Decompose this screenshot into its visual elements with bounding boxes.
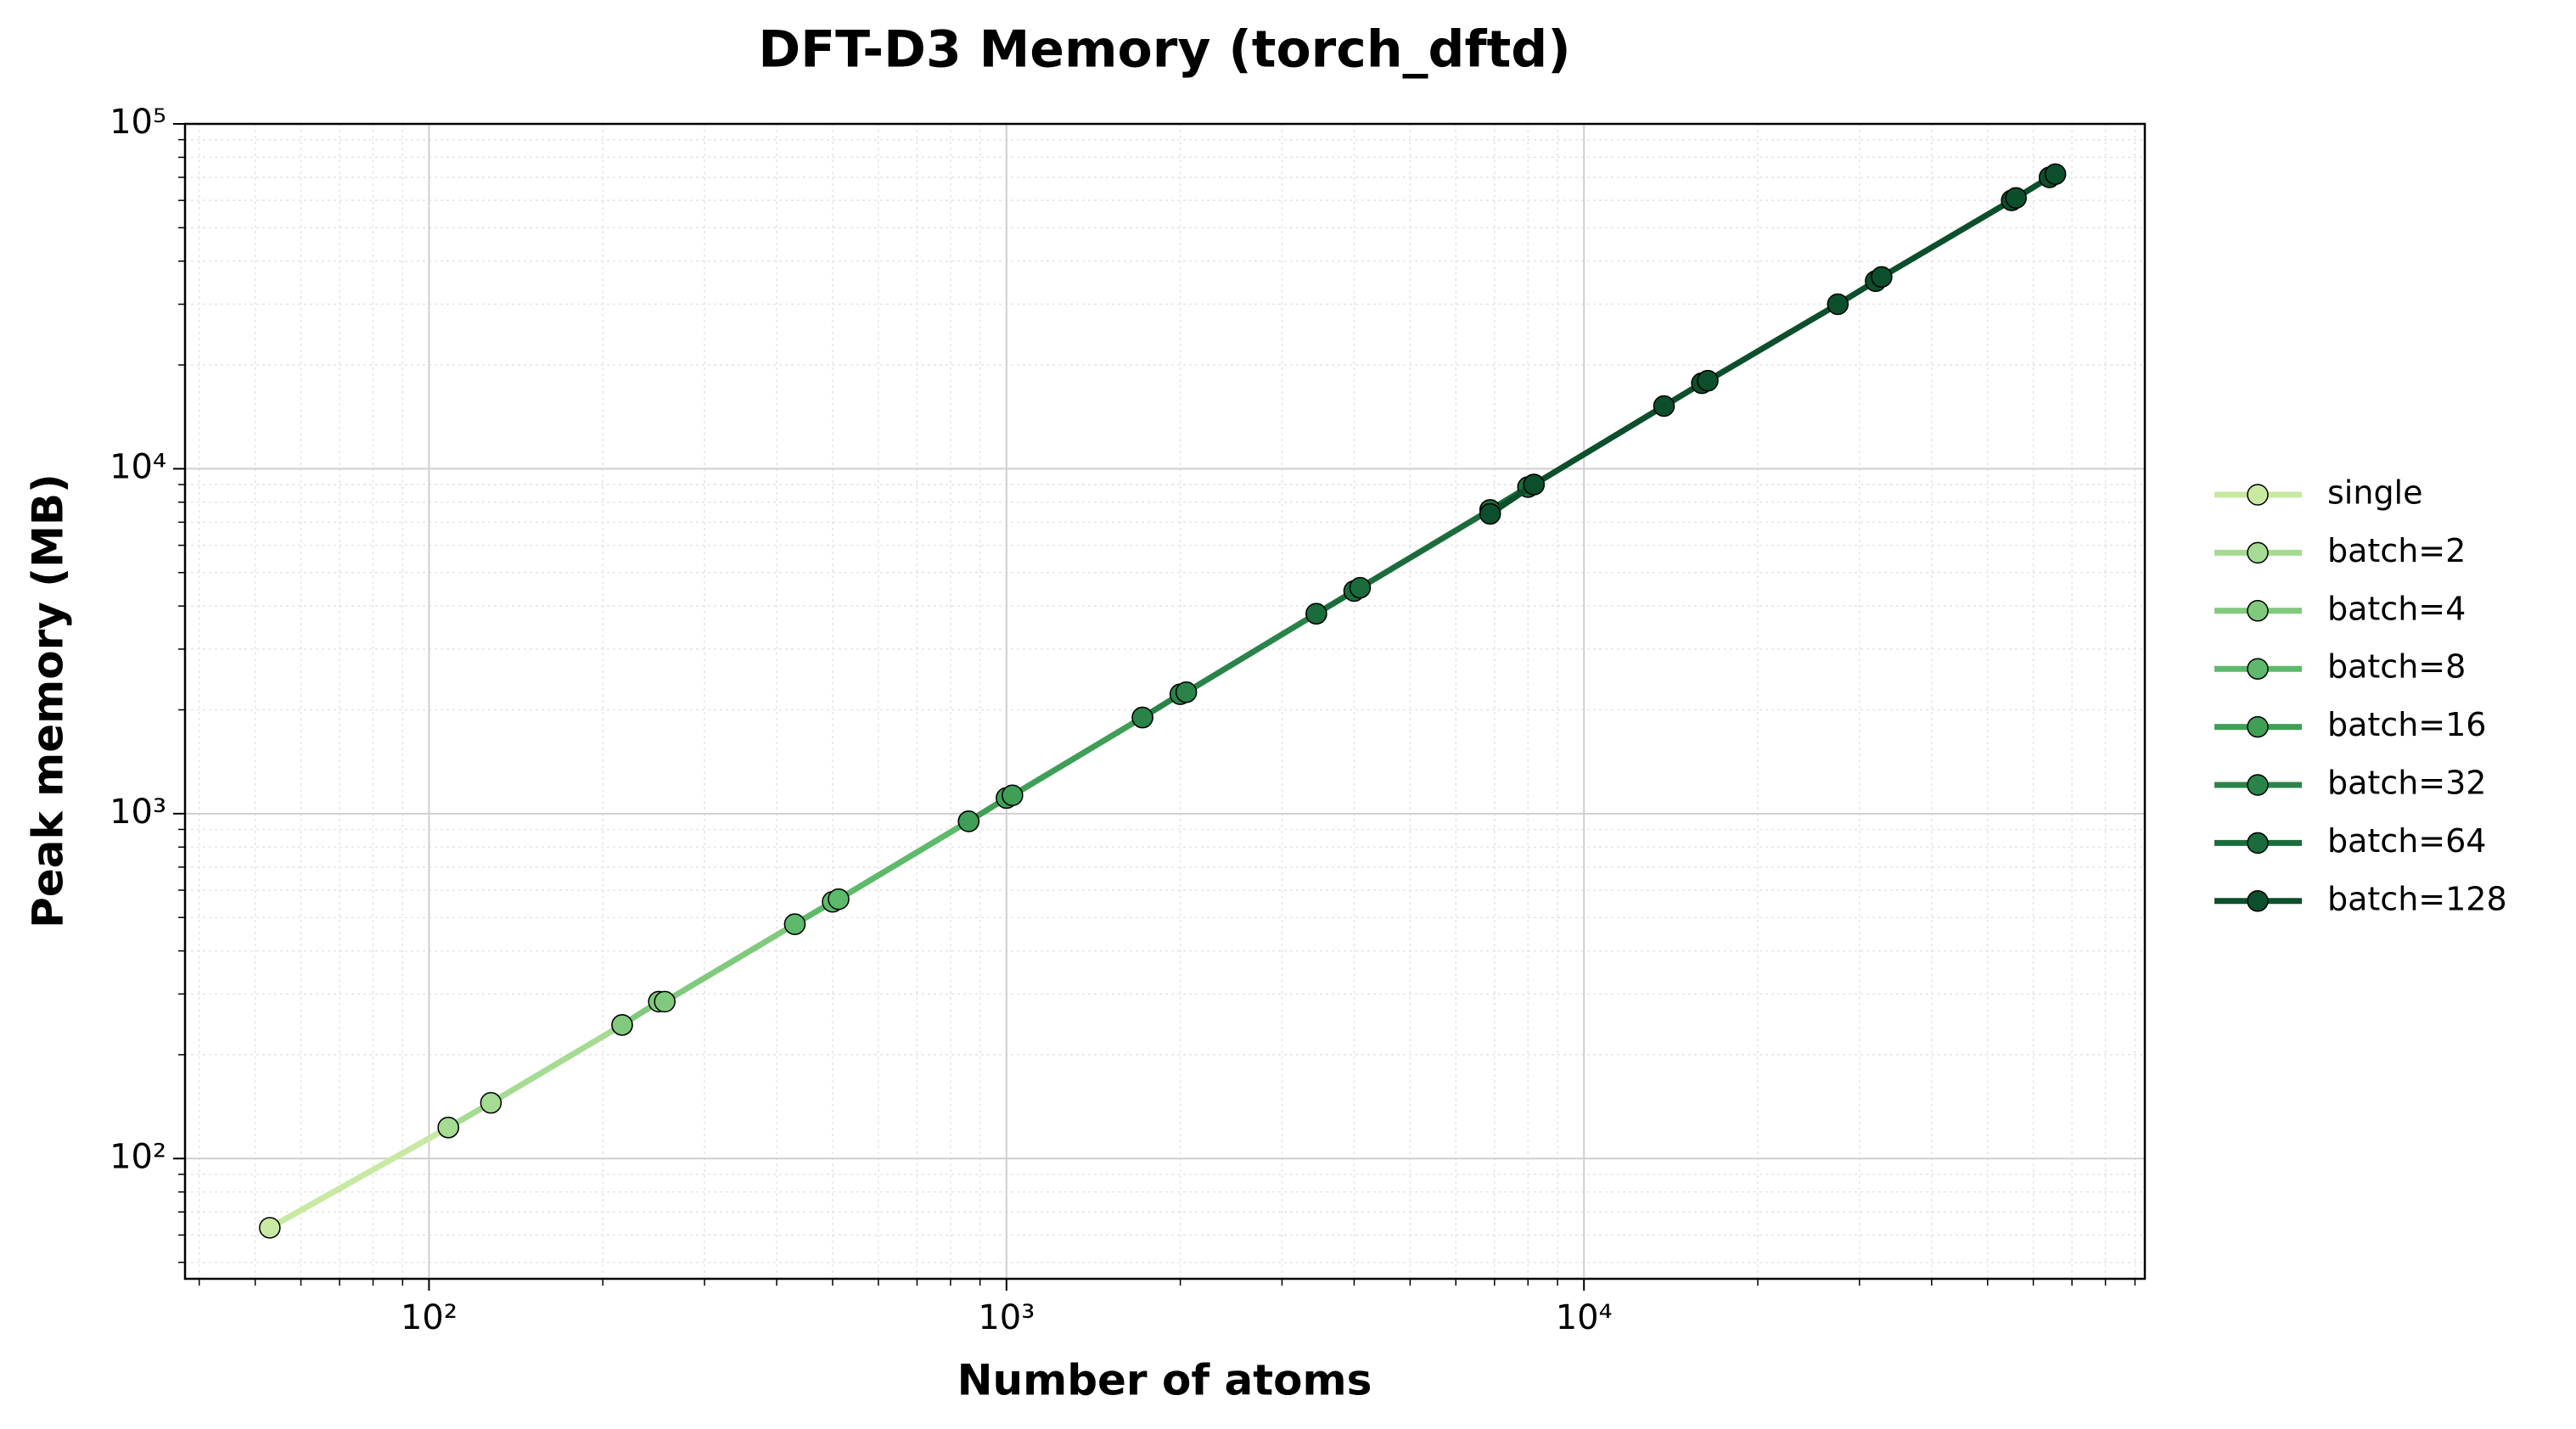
data-point (1479, 502, 1501, 525)
x-tick-label: 10⁴ (1556, 1298, 1613, 1337)
y-tick-label: 10⁴ (109, 447, 166, 486)
data-point (1175, 681, 1198, 703)
legend-label: batch=2 (2327, 532, 2466, 569)
y-axis-label: Peak memory (MB) (24, 474, 73, 928)
x-tick-label: 10² (401, 1298, 457, 1337)
chart-title: DFT-D3 Memory (torch_dftd) (758, 20, 1570, 80)
data-point (1305, 602, 1327, 625)
data-point (654, 990, 676, 1013)
legend-label: batch=16 (2327, 706, 2486, 743)
legend-marker (2247, 832, 2269, 855)
legend-marker (2247, 715, 2269, 738)
data-point (611, 1014, 633, 1036)
data-point (2005, 187, 2027, 209)
plot-frame (183, 122, 2147, 1280)
legend-marker (2247, 774, 2269, 796)
legend-marker (2247, 600, 2269, 622)
legend-label: batch=128 (2327, 880, 2507, 917)
data-point (1653, 395, 1675, 417)
legend-label: batch=32 (2327, 765, 2486, 802)
y-tick-label: 10² (109, 1137, 166, 1176)
x-tick-label: 10³ (978, 1298, 1035, 1337)
data-point (480, 1091, 502, 1114)
legend-marker (2247, 541, 2269, 564)
data-point (259, 1217, 281, 1239)
legend-marker (2247, 890, 2269, 912)
data-point (957, 810, 980, 832)
data-point (1827, 293, 1849, 316)
legend-label: batch=64 (2327, 822, 2486, 860)
data-point (437, 1116, 459, 1139)
data-point (1131, 706, 1153, 729)
legend-label: single (2327, 474, 2423, 512)
legend-marker (2247, 658, 2269, 680)
data-point (1871, 266, 1893, 289)
data-point (2044, 163, 2067, 185)
legend-label: batch=4 (2327, 590, 2466, 627)
data-point (1523, 474, 1546, 496)
legend-marker (2247, 484, 2269, 506)
x-axis-label: Number of atoms (957, 1356, 1372, 1405)
data-point (1002, 784, 1024, 807)
series-line (268, 1124, 450, 1230)
y-tick-label: 10³ (109, 793, 166, 832)
y-tick-label: 10⁵ (109, 103, 166, 142)
data-point (783, 913, 806, 935)
legend-label: batch=8 (2327, 648, 2466, 686)
data-point (1697, 369, 1719, 392)
data-point (828, 888, 850, 911)
data-point (1349, 576, 1372, 599)
